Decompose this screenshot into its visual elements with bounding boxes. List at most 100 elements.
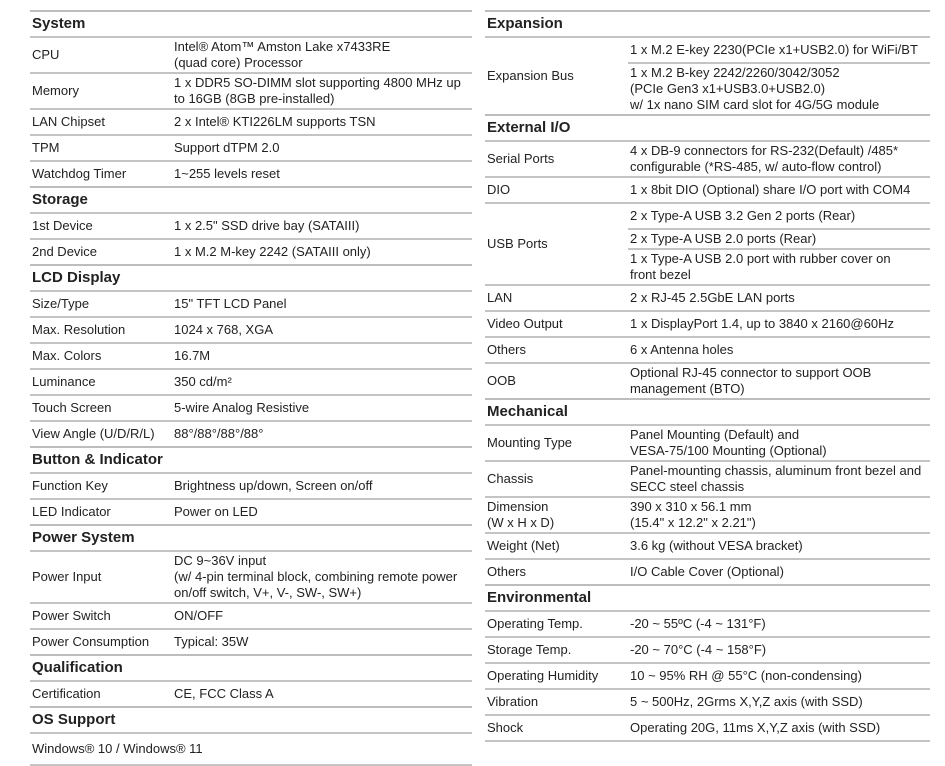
- label-line: Storage Temp.: [487, 642, 572, 657]
- section-heading-button-indicator: Button & Indicator: [30, 446, 472, 472]
- label-line: (W x H x D): [487, 515, 555, 530]
- spec-label-text: Function Key: [32, 478, 108, 494]
- spec-values: 5-wire Analog Resistive: [172, 396, 472, 420]
- spec-label-text: CPU: [32, 47, 59, 63]
- spec-label: Serial Ports: [485, 142, 628, 176]
- label-line: Watchdog Timer: [32, 166, 127, 181]
- label-line: Weight (Net): [487, 538, 560, 553]
- value-line: 6 x Antenna holes: [630, 342, 734, 357]
- spec-row-power-consumption: Power Consumption Typical: 35W: [30, 628, 472, 654]
- spec-label: Expansion Bus: [485, 38, 628, 114]
- section-heading-mechanical: Mechanical: [485, 398, 930, 424]
- spec-label: Windows® 10 / Windows® 11: [30, 734, 203, 764]
- value-line: -20 ~ 55ºC (-4 ~ 131°F): [630, 616, 766, 631]
- section-heading-expansion: Expansion: [485, 10, 930, 36]
- spec-values: 1 x 8bit DIO (Optional) share I/O port w…: [628, 178, 930, 202]
- spec-value: 1 x DisplayPort 1.4, up to 3840 x 2160@6…: [628, 315, 930, 333]
- spec-values: Panel-mounting chassis, aluminum front b…: [628, 462, 930, 496]
- spec-label-text: Size/Type: [32, 296, 89, 312]
- spec-label: Chassis: [485, 462, 628, 496]
- spec-values: Operating 20G, 11ms X,Y,Z axis (with SSD…: [628, 716, 930, 740]
- label-line: Expansion Bus: [487, 68, 574, 83]
- value-line: 390 x 310 x 56.1 mm: [630, 499, 752, 514]
- spec-values: ON/OFF: [172, 604, 472, 628]
- section-heading-environmental: Environmental: [485, 584, 930, 610]
- spec-values: 6 x Antenna holes: [628, 338, 930, 362]
- spec-value: 10 ~ 95% RH @ 55°C (non-condensing): [628, 667, 930, 685]
- spec-value: 4 x DB-9 connectors for RS-232(Default) …: [628, 142, 930, 176]
- spec-label: TPM: [30, 136, 172, 160]
- spec-label-text: Serial Ports: [487, 151, 554, 167]
- value-line: 1 x 2.5" SSD drive bay (SATAIII): [174, 218, 360, 233]
- value-line: 1 x M.2 E-key 2230(PCIe x1+USB2.0) for W…: [630, 42, 918, 57]
- spec-label-text: Mounting Type: [487, 435, 572, 451]
- value-line: (PCIe Gen3 x1+USB3.0+USB2.0): [630, 81, 826, 96]
- value-line: 88°/88°/88°/88°: [174, 426, 264, 441]
- spec-values: I/O Cable Cover (Optional): [628, 560, 930, 584]
- spec-value: 3.6 kg (without VESA bracket): [628, 537, 930, 555]
- spec-row-function-key: Function Key Brightness up/down, Screen o…: [30, 472, 472, 498]
- spec-label: OOB: [485, 364, 628, 398]
- spec-label: Operating Humidity: [485, 664, 628, 688]
- value-line: 1 x DDR5 SO-DIMM slot supporting 4800 MH…: [174, 75, 461, 90]
- spec-value: 1~255 levels reset: [172, 165, 472, 183]
- label-line: Power Input: [32, 569, 102, 584]
- spec-label: Shock: [485, 716, 628, 740]
- spec-label-text: Power Switch: [32, 608, 111, 624]
- spec-values: 3.6 kg (without VESA bracket): [628, 534, 930, 558]
- spec-row-serial-ports: Serial Ports 4 x DB-9 connectors for RS-2…: [485, 140, 930, 176]
- spec-values: Intel® Atom™ Amston Lake x7433RE (quad co…: [172, 38, 472, 72]
- label-line: Dimension: [487, 499, 549, 514]
- value-line: front bezel: [630, 267, 691, 282]
- spec-values: 4 x DB-9 connectors for RS-232(Default) …: [628, 142, 930, 176]
- spec-label: Luminance: [30, 370, 172, 394]
- spec-label-text: Memory: [32, 83, 79, 99]
- value-line: -20 ~ 70°C (-4 ~ 158°F): [630, 642, 767, 657]
- spec-row-chassis: Chassis Panel-mounting chassis, aluminum …: [485, 460, 930, 496]
- value-line: CE, FCC Class A: [174, 686, 274, 701]
- label-line: Touch Screen: [32, 400, 112, 415]
- spec-value: Support dTPM 2.0: [172, 139, 472, 157]
- label-line: Video Output: [487, 316, 563, 331]
- label-line: Power Consumption: [32, 634, 150, 649]
- label-line: Others: [487, 342, 527, 357]
- spec-label-text: Video Output: [487, 316, 563, 332]
- spec-row-operating-humidity: Operating Humidity 10 ~ 95% RH @ 55°C (no…: [485, 662, 930, 688]
- value-line: DC 9~36V input: [174, 553, 267, 568]
- spec-value: 16.7M: [172, 347, 472, 365]
- spec-label: LED Indicator: [30, 500, 172, 524]
- spec-label: Certification: [30, 682, 172, 706]
- spec-values: 350 cd/m²: [172, 370, 472, 394]
- spec-row-size-type: Size/Type 15" TFT LCD Panel: [30, 290, 472, 316]
- spec-values: -20 ~ 55ºC (-4 ~ 131°F): [628, 612, 930, 636]
- value-line: 2 x Intel® KTI226LM supports TSN: [174, 114, 376, 129]
- value-line: 1 x Type-A USB 2.0 port with rubber cove…: [630, 251, 891, 266]
- spec-values: 1 x 2.5" SSD drive bay (SATAIII): [172, 214, 472, 238]
- spec-row-shock: Shock Operating 20G, 11ms X,Y,Z axis (wit…: [485, 714, 930, 740]
- spec-values: 1024 x 768, XGA: [172, 318, 472, 342]
- spec-label-text: Operating Humidity: [487, 668, 598, 684]
- spec-label: Weight (Net): [485, 534, 628, 558]
- value-line: ON/OFF: [174, 608, 224, 623]
- label-line: LAN: [487, 290, 513, 305]
- spec-value: ON/OFF: [172, 607, 472, 625]
- spec-value: 88°/88°/88°/88°: [172, 425, 472, 443]
- spec-label: Video Output: [485, 312, 628, 336]
- spec-label: Dimension (W x H x D): [485, 498, 628, 532]
- spec-label: Mounting Type: [485, 426, 628, 460]
- spec-value: Optional RJ-45 connector to support OOB m…: [628, 364, 930, 398]
- value-line: w/ 1x nano SIM card slot for 4G/5G modul…: [630, 97, 880, 112]
- section-heading-lcd-display: LCD Display: [30, 264, 472, 290]
- spec-row-mounting-type: Mounting Type Panel Mounting (Default) an…: [485, 424, 930, 460]
- spec-label-text: LAN Chipset: [32, 114, 105, 130]
- spec-row-max-colors: Max. Colors 16.7M: [30, 342, 472, 368]
- spec-label-text: USB Ports: [487, 236, 548, 252]
- spec-values: Panel Mounting (Default) and VESA-75/100 …: [628, 426, 930, 460]
- value-line: I/O Cable Cover (Optional): [630, 564, 784, 579]
- spec-label-text: 2nd Device: [32, 244, 97, 260]
- spec-value: 2 x Type-A USB 3.2 Gen 2 ports (Rear): [628, 204, 930, 228]
- value-line: 2 x Type-A USB 3.2 Gen 2 ports (Rear): [630, 208, 856, 223]
- spec-values: Typical: 35W: [172, 630, 472, 654]
- spec-label: Power Consumption: [30, 630, 172, 654]
- label-line: Shock: [487, 720, 524, 735]
